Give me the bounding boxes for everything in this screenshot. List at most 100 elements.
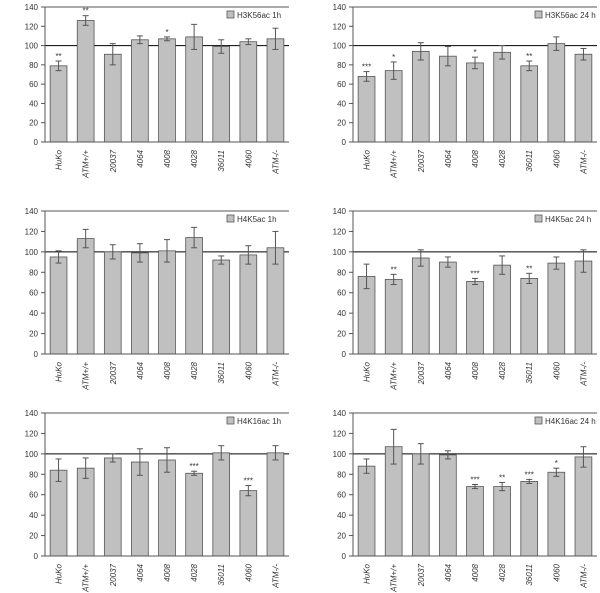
category-label: 36011 bbox=[525, 564, 534, 586]
category-label: 20037 bbox=[417, 149, 426, 173]
y-tick-label: 140 bbox=[25, 207, 39, 216]
bar bbox=[158, 38, 176, 143]
bar bbox=[185, 36, 203, 143]
category-label: ATM+/+ bbox=[390, 362, 399, 391]
category-label: ATM-/- bbox=[579, 564, 588, 589]
category-label: 4008 bbox=[471, 361, 480, 379]
bar bbox=[103, 53, 122, 143]
y-tick-label: 40 bbox=[337, 511, 346, 520]
y-tick-label: 60 bbox=[337, 289, 346, 298]
y-tick-label: 120 bbox=[333, 227, 347, 236]
category-label: 20037 bbox=[417, 361, 426, 385]
bar bbox=[466, 281, 484, 355]
category-label: HuKo bbox=[55, 361, 64, 382]
y-tick-label: 40 bbox=[337, 99, 346, 108]
category-label: 4064 bbox=[136, 361, 145, 379]
category-label: 4060 bbox=[244, 563, 253, 581]
category-label: HuKo bbox=[55, 149, 64, 170]
bar bbox=[574, 53, 593, 143]
bar bbox=[76, 238, 95, 355]
bar bbox=[239, 254, 258, 355]
category-label: 4028 bbox=[190, 149, 199, 167]
y-tick-label: 120 bbox=[25, 429, 39, 438]
y-tick-label: 80 bbox=[337, 470, 346, 479]
y-tick-label: 0 bbox=[342, 350, 347, 359]
category-label: 4028 bbox=[498, 149, 507, 167]
bar bbox=[212, 259, 231, 355]
legend-label: H4K16ac 24 h bbox=[545, 417, 596, 426]
significance-marker: *** bbox=[470, 269, 479, 278]
category-label: ATM-/- bbox=[271, 362, 280, 387]
bar bbox=[49, 65, 68, 143]
bar bbox=[212, 452, 231, 557]
legend-swatch bbox=[534, 214, 543, 223]
bar bbox=[158, 250, 176, 355]
category-label: 36011 bbox=[217, 564, 226, 586]
y-tick-label: 60 bbox=[337, 80, 346, 89]
category-label: ATM+/+ bbox=[390, 564, 399, 593]
bar bbox=[185, 472, 203, 557]
bar bbox=[384, 279, 403, 355]
bar bbox=[466, 62, 484, 143]
significance-marker: * bbox=[165, 28, 168, 37]
significance-marker: ** bbox=[499, 473, 505, 482]
legend-label: H4K16ac 1h bbox=[237, 417, 281, 426]
y-tick-label: 140 bbox=[333, 207, 347, 216]
legend-label: H3K56ac 1h bbox=[237, 11, 281, 20]
bar bbox=[131, 461, 149, 557]
y-tick-label: 120 bbox=[25, 227, 39, 236]
y-tick-label: 0 bbox=[34, 350, 39, 359]
category-label: 4064 bbox=[444, 149, 453, 167]
y-tick-label: 20 bbox=[29, 532, 38, 541]
legend-swatch bbox=[226, 10, 235, 19]
bar bbox=[547, 262, 566, 355]
y-tick-label: 140 bbox=[25, 3, 39, 12]
significance-marker: * bbox=[473, 48, 476, 57]
y-tick-label: 0 bbox=[34, 138, 39, 147]
bar bbox=[520, 65, 539, 143]
category-label: 4028 bbox=[190, 563, 199, 581]
category-label: 4060 bbox=[552, 149, 561, 167]
category-label: HuKo bbox=[363, 563, 372, 584]
significance-marker: ** bbox=[526, 264, 532, 273]
category-label: 4008 bbox=[163, 149, 172, 167]
y-tick-label: 140 bbox=[25, 409, 39, 418]
bar bbox=[574, 456, 593, 557]
significance-marker: * bbox=[555, 459, 558, 468]
category-label: 4028 bbox=[190, 361, 199, 379]
y-tick-label: 100 bbox=[333, 248, 347, 257]
bar bbox=[49, 469, 68, 557]
significance-marker: *** bbox=[470, 476, 479, 485]
legend-label: H3K56ac 24 h bbox=[545, 11, 596, 20]
bar bbox=[466, 486, 484, 557]
y-tick-label: 80 bbox=[337, 61, 346, 70]
significance-marker: ** bbox=[526, 52, 532, 61]
legend-swatch bbox=[226, 416, 235, 425]
significance-marker: ** bbox=[391, 265, 397, 274]
y-tick-label: 120 bbox=[333, 429, 347, 438]
bar bbox=[547, 43, 566, 143]
category-label: 36011 bbox=[217, 150, 226, 172]
y-tick-label: 40 bbox=[29, 99, 38, 108]
y-tick-label: 0 bbox=[34, 552, 39, 561]
category-label: 4028 bbox=[498, 361, 507, 379]
significance-marker: *** bbox=[362, 63, 371, 72]
category-label: 20037 bbox=[109, 563, 118, 587]
category-label: HuKo bbox=[363, 149, 372, 170]
category-label: ATM-/- bbox=[271, 564, 280, 589]
y-tick-label: 100 bbox=[333, 450, 347, 459]
significance-marker: * bbox=[392, 53, 395, 62]
y-tick-label: 80 bbox=[29, 61, 38, 70]
category-label: 4008 bbox=[471, 563, 480, 581]
y-tick-label: 20 bbox=[29, 119, 38, 128]
significance-marker: *** bbox=[525, 470, 534, 479]
legend-label: H4K5ac 1h bbox=[237, 215, 277, 224]
y-tick-label: 0 bbox=[342, 552, 347, 561]
bar bbox=[76, 467, 95, 557]
category-label: 20037 bbox=[109, 361, 118, 385]
y-tick-label: 60 bbox=[337, 491, 346, 500]
